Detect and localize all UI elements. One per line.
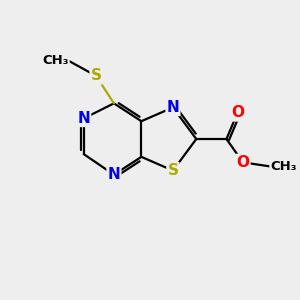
Text: S: S (91, 68, 102, 83)
Text: N: N (108, 167, 120, 182)
Text: CH₃: CH₃ (270, 160, 297, 173)
Text: CH₃: CH₃ (42, 54, 69, 67)
Text: O: O (231, 105, 244, 120)
Text: O: O (236, 155, 249, 170)
Text: N: N (77, 111, 90, 126)
Text: N: N (167, 100, 179, 115)
Text: S: S (167, 163, 178, 178)
